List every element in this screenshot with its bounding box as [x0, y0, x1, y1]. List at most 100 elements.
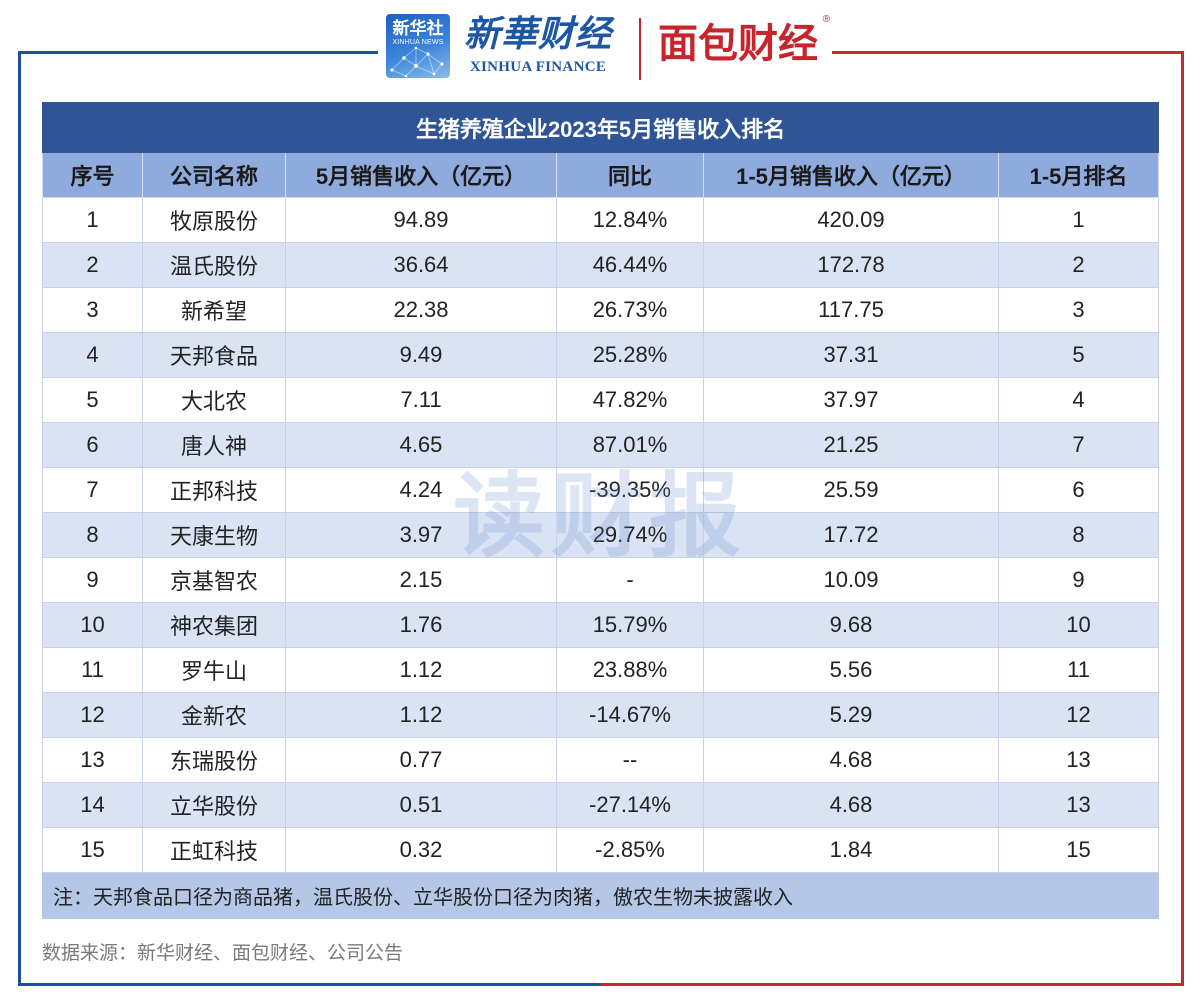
table-cell-yoy: 25.28% — [556, 332, 704, 378]
table-cell-ytd-rank: 15 — [997, 827, 1160, 873]
table-cell-may-revenue: 4.65 — [285, 422, 557, 468]
table-cell-no: 2 — [42, 242, 143, 288]
table-cell-no: 6 — [42, 422, 143, 468]
table-cell-yoy: -14.67% — [556, 692, 704, 738]
table-row: 13 东瑞股份 0.77 -- 4.68 13 — [42, 737, 1160, 783]
table-cell-ytd-revenue: 117.75 — [703, 287, 999, 333]
table-row: 4 天邦食品 9.49 25.28% 37.31 5 — [42, 332, 1160, 378]
table-cell-ytd-revenue: 10.09 — [703, 557, 999, 603]
table-cell-no: 12 — [42, 692, 143, 738]
table-cell-ytd-revenue: 37.31 — [703, 332, 999, 378]
table-title: 生猪养殖企业2023年5月销售收入排名 — [41, 102, 1160, 153]
table-cell-ytd-rank: 3 — [997, 287, 1160, 333]
table-cell-may-revenue: 22.38 — [285, 287, 557, 333]
table-cell-company: 金新农 — [142, 692, 286, 738]
table-cell-ytd-revenue: 172.78 — [703, 242, 999, 288]
table-cell-ytd-rank: 12 — [997, 692, 1160, 738]
table-row: 15 正虹科技 0.32 -2.85% 1.84 15 — [42, 827, 1160, 873]
table-cell-ytd-rank: 13 — [997, 737, 1160, 783]
table-cell-no: 11 — [42, 647, 143, 693]
mianbao-finance-logo-cn: 面包财经 — [658, 22, 818, 66]
data-source: 数据来源：新华财经、面包财经、公司公告 — [42, 943, 404, 964]
table-row: 7 正邦科技 4.24 -39.35% 25.59 6 — [42, 467, 1160, 513]
table-cell-ytd-revenue: 21.25 — [703, 422, 999, 468]
table-cell-yoy: 12.84% — [556, 197, 704, 243]
logo-divider — [639, 18, 641, 80]
table-row: 5 大北农 7.11 47.82% 37.97 4 — [42, 377, 1160, 423]
table-cell-may-revenue: 0.32 — [285, 827, 557, 873]
table-cell-ytd-rank: 6 — [997, 467, 1160, 513]
table-row: 6 唐人神 4.65 87.01% 21.25 7 — [42, 422, 1160, 468]
table-cell-no: 14 — [42, 782, 143, 828]
table-cell-ytd-rank: 5 — [997, 332, 1160, 378]
table-cell-no: 15 — [42, 827, 143, 873]
table-cell-company: 东瑞股份 — [142, 737, 286, 783]
table-cell-ytd-revenue: 25.59 — [703, 467, 999, 513]
frame-top-right-line — [832, 51, 1184, 54]
table-row: 10 神农集团 1.76 15.79% 9.68 10 — [42, 602, 1160, 648]
table-cell-no: 5 — [42, 377, 143, 423]
frame-bottom-right-line — [601, 983, 1184, 986]
table-cell-may-revenue: 0.77 — [285, 737, 557, 783]
table-cell-ytd-rank: 7 — [997, 422, 1160, 468]
table-cell-company: 正邦科技 — [142, 467, 286, 513]
table-cell-no: 9 — [42, 557, 143, 603]
frame-top-left-line — [18, 51, 378, 54]
table-cell-may-revenue: 1.12 — [285, 647, 557, 693]
table-row: 8 天康生物 3.97 29.74% 17.72 8 — [42, 512, 1160, 558]
table-cell-company: 温氏股份 — [142, 242, 286, 288]
table-cell-yoy: -- — [556, 737, 704, 783]
table-cell-ytd-revenue: 37.97 — [703, 377, 999, 423]
table-cell-ytd-rank: 11 — [997, 647, 1160, 693]
table-cell-yoy: - — [556, 557, 704, 603]
table-row: 1 牧原股份 94.89 12.84% 420.09 1 — [42, 197, 1160, 243]
table-cell-may-revenue: 7.11 — [285, 377, 557, 423]
table-cell-may-revenue: 1.76 — [285, 602, 557, 648]
xinhua-finance-logo: 新華财经 XINHUA FINANCE — [460, 12, 616, 76]
table-cell-may-revenue: 1.12 — [285, 692, 557, 738]
table-note-row: 注：天邦食品口径为商品猪，温氏股份、立华股份口径为肉猪，傲农生物未披露收入 — [41, 872, 1160, 919]
table-cell-yoy: 15.79% — [556, 602, 704, 648]
table-cell-may-revenue: 94.89 — [285, 197, 557, 243]
table-cell-ytd-revenue: 420.09 — [703, 197, 999, 243]
table-cell-company: 唐人神 — [142, 422, 286, 468]
table-cell-ytd-revenue: 5.29 — [703, 692, 999, 738]
table-cell-may-revenue: 9.49 — [285, 332, 557, 378]
table-cell-company: 天邦食品 — [142, 332, 286, 378]
column-header-no: 序号 — [42, 152, 143, 198]
table-row: 14 立华股份 0.51 -27.14% 4.68 13 — [42, 782, 1160, 828]
column-header-may-revenue: 5月销售收入（亿元） — [285, 152, 557, 198]
registered-mark: ® — [822, 14, 830, 25]
table-note: 注：天邦食品口径为商品猪，温氏股份、立华股份口径为肉猪，傲农生物未披露收入 — [41, 872, 1160, 919]
table-cell-yoy: 87.01% — [556, 422, 704, 468]
table-cell-company: 正虹科技 — [142, 827, 286, 873]
xinhua-news-logo-en: XINHUA NEWS — [392, 39, 444, 46]
table-cell-ytd-rank: 13 — [997, 782, 1160, 828]
table-cell-may-revenue: 3.97 — [285, 512, 557, 558]
xinhua-finance-logo-cn: 新華财经 — [463, 13, 612, 55]
table-cell-ytd-revenue: 17.72 — [703, 512, 999, 558]
table-cell-yoy: -27.14% — [556, 782, 704, 828]
table-cell-yoy: 23.88% — [556, 647, 704, 693]
table-cell-company: 罗牛山 — [142, 647, 286, 693]
table-cell-company: 牧原股份 — [142, 197, 286, 243]
table-cell-company: 神农集团 — [142, 602, 286, 648]
table-cell-company: 京基智农 — [142, 557, 286, 603]
table-row: 12 金新农 1.12 -14.67% 5.29 12 — [42, 692, 1160, 738]
table-cell-ytd-rank: 4 — [997, 377, 1160, 423]
table-cell-yoy: 46.44% — [556, 242, 704, 288]
column-header-ytd-rank: 1-5月排名 — [997, 152, 1160, 198]
table-cell-company: 新希望 — [142, 287, 286, 333]
table-cell-ytd-revenue: 9.68 — [703, 602, 999, 648]
table-cell-may-revenue: 2.15 — [285, 557, 557, 603]
column-header-company: 公司名称 — [142, 152, 286, 198]
table-cell-no: 1 — [42, 197, 143, 243]
table-cell-yoy: 29.74% — [556, 512, 704, 558]
table-cell-no: 4 — [42, 332, 143, 378]
mianbao-finance-logo: 面包财经 ® — [658, 14, 830, 70]
table-body: 1 牧原股份 94.89 12.84% 420.09 1 2 温氏股份 36.64 46.44% 1… — [42, 197, 1160, 873]
table-cell-yoy: 26.73% — [556, 287, 704, 333]
table-cell-no: 3 — [42, 287, 143, 333]
table-title-row: 生猪养殖企业2023年5月销售收入排名 — [41, 102, 1160, 153]
table-cell-company: 大北农 — [142, 377, 286, 423]
